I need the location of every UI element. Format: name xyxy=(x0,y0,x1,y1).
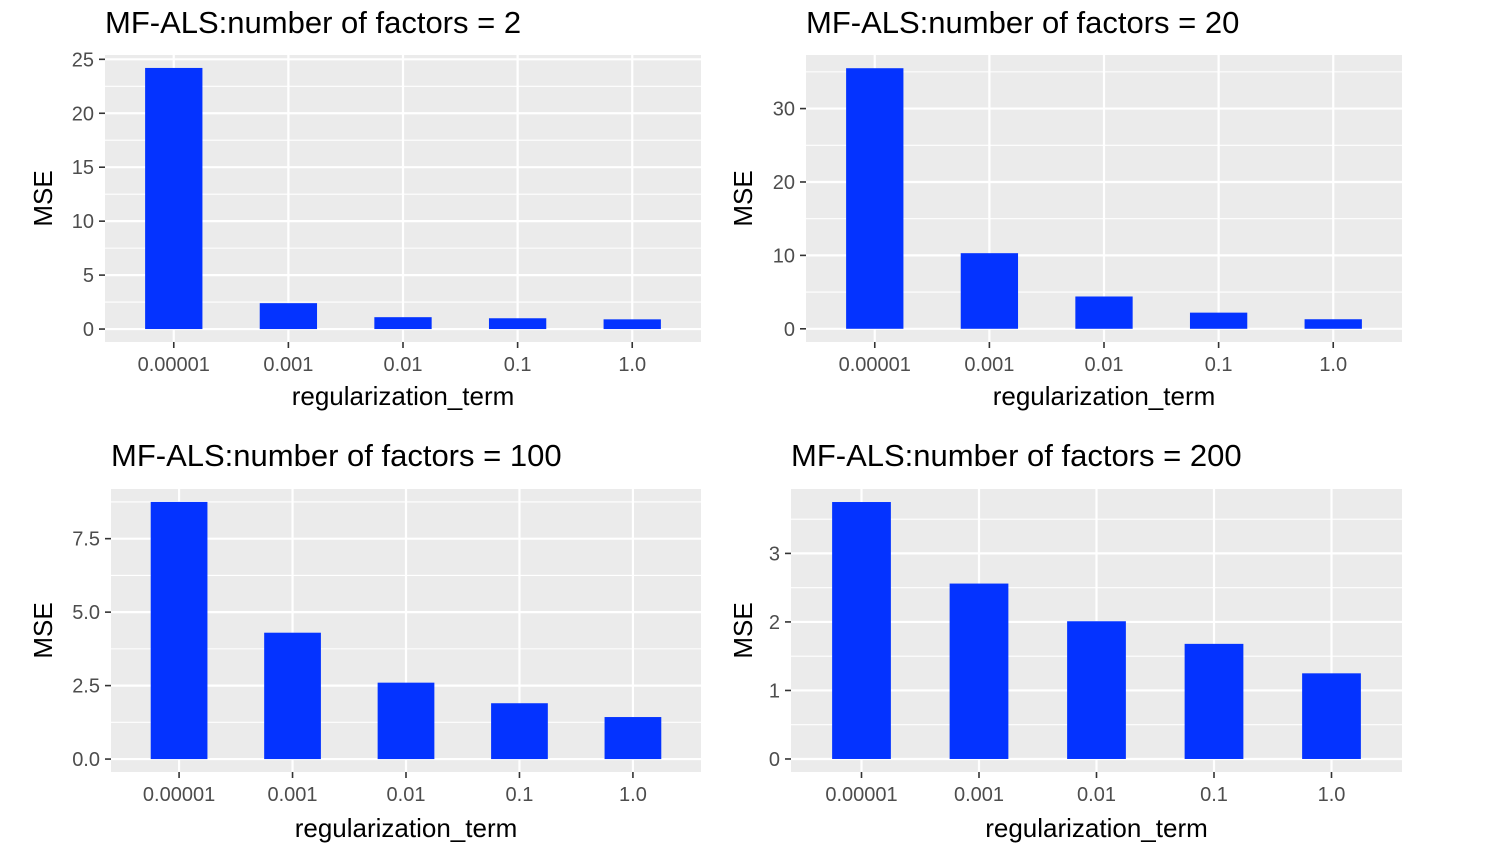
y-axis-title: MSE xyxy=(728,602,758,658)
x-tick-label: 0.01 xyxy=(1085,354,1124,376)
y-tick-label: 30 xyxy=(773,99,795,121)
chart-panel-4: 0 1 2 3 0.00001 0.001 0.01 0.1 1.0 MF-ALS:number … xyxy=(728,438,1402,843)
x-tick-label: 0.00001 xyxy=(143,784,215,806)
x-tick-label: 1.0 xyxy=(1319,354,1347,376)
bar-0.001 xyxy=(960,253,1019,329)
x-axis-title: regularization_term xyxy=(295,813,518,843)
bar-0.001 xyxy=(259,303,318,330)
bar-0.1 xyxy=(491,703,548,760)
bar-0.01 xyxy=(374,317,432,330)
y-tick-label: 0 xyxy=(769,749,780,771)
y-tick-label: 15 xyxy=(72,157,94,179)
y-tick-label: 2 xyxy=(769,612,780,634)
y-tick-label: 5 xyxy=(83,265,94,287)
x-tick-label: 1.0 xyxy=(1318,784,1346,806)
bar-1.0 xyxy=(1304,319,1362,329)
x-axis-title: regularization_term xyxy=(993,381,1216,411)
x-tick-label: 0.001 xyxy=(964,354,1014,376)
x-tick-label: 1.0 xyxy=(619,784,647,806)
bar-1.0 xyxy=(604,717,662,760)
y-tick-label: 1 xyxy=(769,680,780,702)
bar-0.00001 xyxy=(832,502,891,759)
y-tick-label: 20 xyxy=(72,103,94,125)
y-tick-label: 0 xyxy=(784,319,795,341)
chart-title: MF-ALS:number of factors = 200 xyxy=(791,438,1242,473)
y-tick-label: 0 xyxy=(83,319,94,341)
bar-0.001 xyxy=(264,632,321,760)
x-axis-title: regularization_term xyxy=(985,813,1208,843)
x-tick-label: 0.001 xyxy=(263,354,313,376)
y-axis-title: MSE xyxy=(728,170,758,226)
bar-0.01 xyxy=(1067,621,1126,759)
x-tick-label: 0.00001 xyxy=(839,354,911,376)
bar-0.01 xyxy=(1075,296,1133,329)
y-tick-label: 25 xyxy=(72,49,94,71)
y-tick-label: 0.0 xyxy=(72,749,100,771)
x-tick-label: 0.1 xyxy=(504,354,532,376)
bar-0.001 xyxy=(949,583,1009,759)
y-tick-label: 10 xyxy=(773,245,795,267)
y-axis-title: MSE xyxy=(28,170,58,226)
chart-title: MF-ALS:number of factors = 100 xyxy=(111,438,562,473)
bar-1.0 xyxy=(1302,673,1361,759)
bar-0.00001 xyxy=(150,501,208,760)
bar-0.01 xyxy=(377,682,435,760)
chart-panel-1: 0 5 10 15 20 25 0.00001 0.001 0.01 0.1 1.0 MF-ALS:n… xyxy=(28,5,701,411)
x-tick-label: 0.1 xyxy=(1205,354,1233,376)
chart-title: MF-ALS:number of factors = 2 xyxy=(105,5,521,40)
bar-0.00001 xyxy=(846,68,904,329)
x-tick-label: 0.00001 xyxy=(138,354,210,376)
x-tick-label: 0.01 xyxy=(384,354,423,376)
x-tick-label: 0.00001 xyxy=(825,784,897,806)
x-tick-label: 1.0 xyxy=(618,354,646,376)
y-tick-label: 10 xyxy=(72,211,94,233)
bar-1.0 xyxy=(603,319,661,330)
x-tick-label: 0.01 xyxy=(387,784,426,806)
x-axis-title: regularization_term xyxy=(292,381,515,411)
y-axis-title: MSE xyxy=(28,602,58,658)
x-tick-label: 0.1 xyxy=(506,784,534,806)
x-tick-label: 0.001 xyxy=(268,784,318,806)
y-tick-label: 7.5 xyxy=(72,529,100,551)
y-tick-label: 2.5 xyxy=(72,676,100,698)
chart-panel-2: 0 10 20 30 0.00001 0.001 0.01 0.1 1.0 MF-ALS:numb… xyxy=(728,5,1402,411)
y-tick-label: 3 xyxy=(769,543,780,565)
x-tick-label: 0.01 xyxy=(1077,784,1116,806)
bar-0.1 xyxy=(1184,643,1244,759)
y-tick-label: 5.0 xyxy=(72,602,100,624)
x-tick-label: 0.1 xyxy=(1200,784,1228,806)
chart-title: MF-ALS:number of factors = 20 xyxy=(806,5,1239,40)
x-tick-label: 0.001 xyxy=(954,784,1004,806)
y-tick-label: 20 xyxy=(773,172,795,194)
chart-panel-3: 0.0 2.5 5.0 7.5 0.00001 0.001 0.01 0.1 1.0 MF-ALS… xyxy=(28,438,701,843)
bar-0.1 xyxy=(488,318,547,330)
bar-0.00001 xyxy=(145,67,203,330)
bar-0.1 xyxy=(1189,312,1248,329)
